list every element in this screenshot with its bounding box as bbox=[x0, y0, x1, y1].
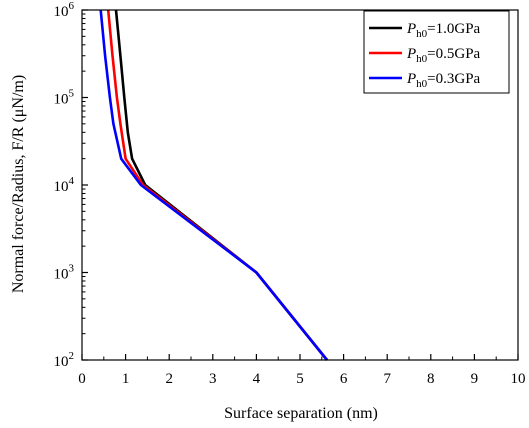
x-tick-label: 6 bbox=[340, 371, 348, 387]
y-tick-label: 102 bbox=[54, 350, 75, 370]
axis-layer: 0 1 2 3 4 5 6 7 8 9 10 102 103 104 105 106 bbox=[54, 0, 526, 387]
y-tick-label: 106 bbox=[54, 0, 75, 20]
x-tick-label: 10 bbox=[511, 371, 526, 387]
legend-label-3: Ph0=0.3GPa bbox=[406, 71, 481, 90]
x-tick-label: 0 bbox=[78, 371, 86, 387]
legend-label-2: Ph0=0.5GPa bbox=[406, 46, 481, 65]
y-tick-label: 103 bbox=[54, 263, 75, 283]
x-axis-title: Surface separation (nm) bbox=[224, 405, 378, 422]
x-tick-label: 3 bbox=[209, 371, 217, 387]
y-tick-label: 104 bbox=[54, 175, 75, 195]
x-tick-label: 8 bbox=[427, 371, 435, 387]
legend: Ph0=1.0GPa Ph0=0.5GPa Ph0=0.3GPa bbox=[363, 10, 510, 94]
x-tick-label: 2 bbox=[165, 371, 173, 387]
plot-layer bbox=[99, 9, 329, 361]
x-tick-label: 9 bbox=[471, 371, 479, 387]
x-tick-label: 7 bbox=[383, 371, 391, 387]
series-line-1 bbox=[114, 9, 329, 361]
x-tick-label: 4 bbox=[253, 371, 261, 387]
series-line-3 bbox=[99, 9, 329, 361]
legend-label-1: Ph0=1.0GPa bbox=[406, 21, 481, 40]
y-axis-title: Normal force/Radius, F/R (μN/m) bbox=[10, 75, 27, 293]
x-tick-label: 5 bbox=[296, 371, 304, 387]
y-tick-label: 105 bbox=[54, 88, 75, 108]
x-tick-label: 1 bbox=[122, 371, 130, 387]
